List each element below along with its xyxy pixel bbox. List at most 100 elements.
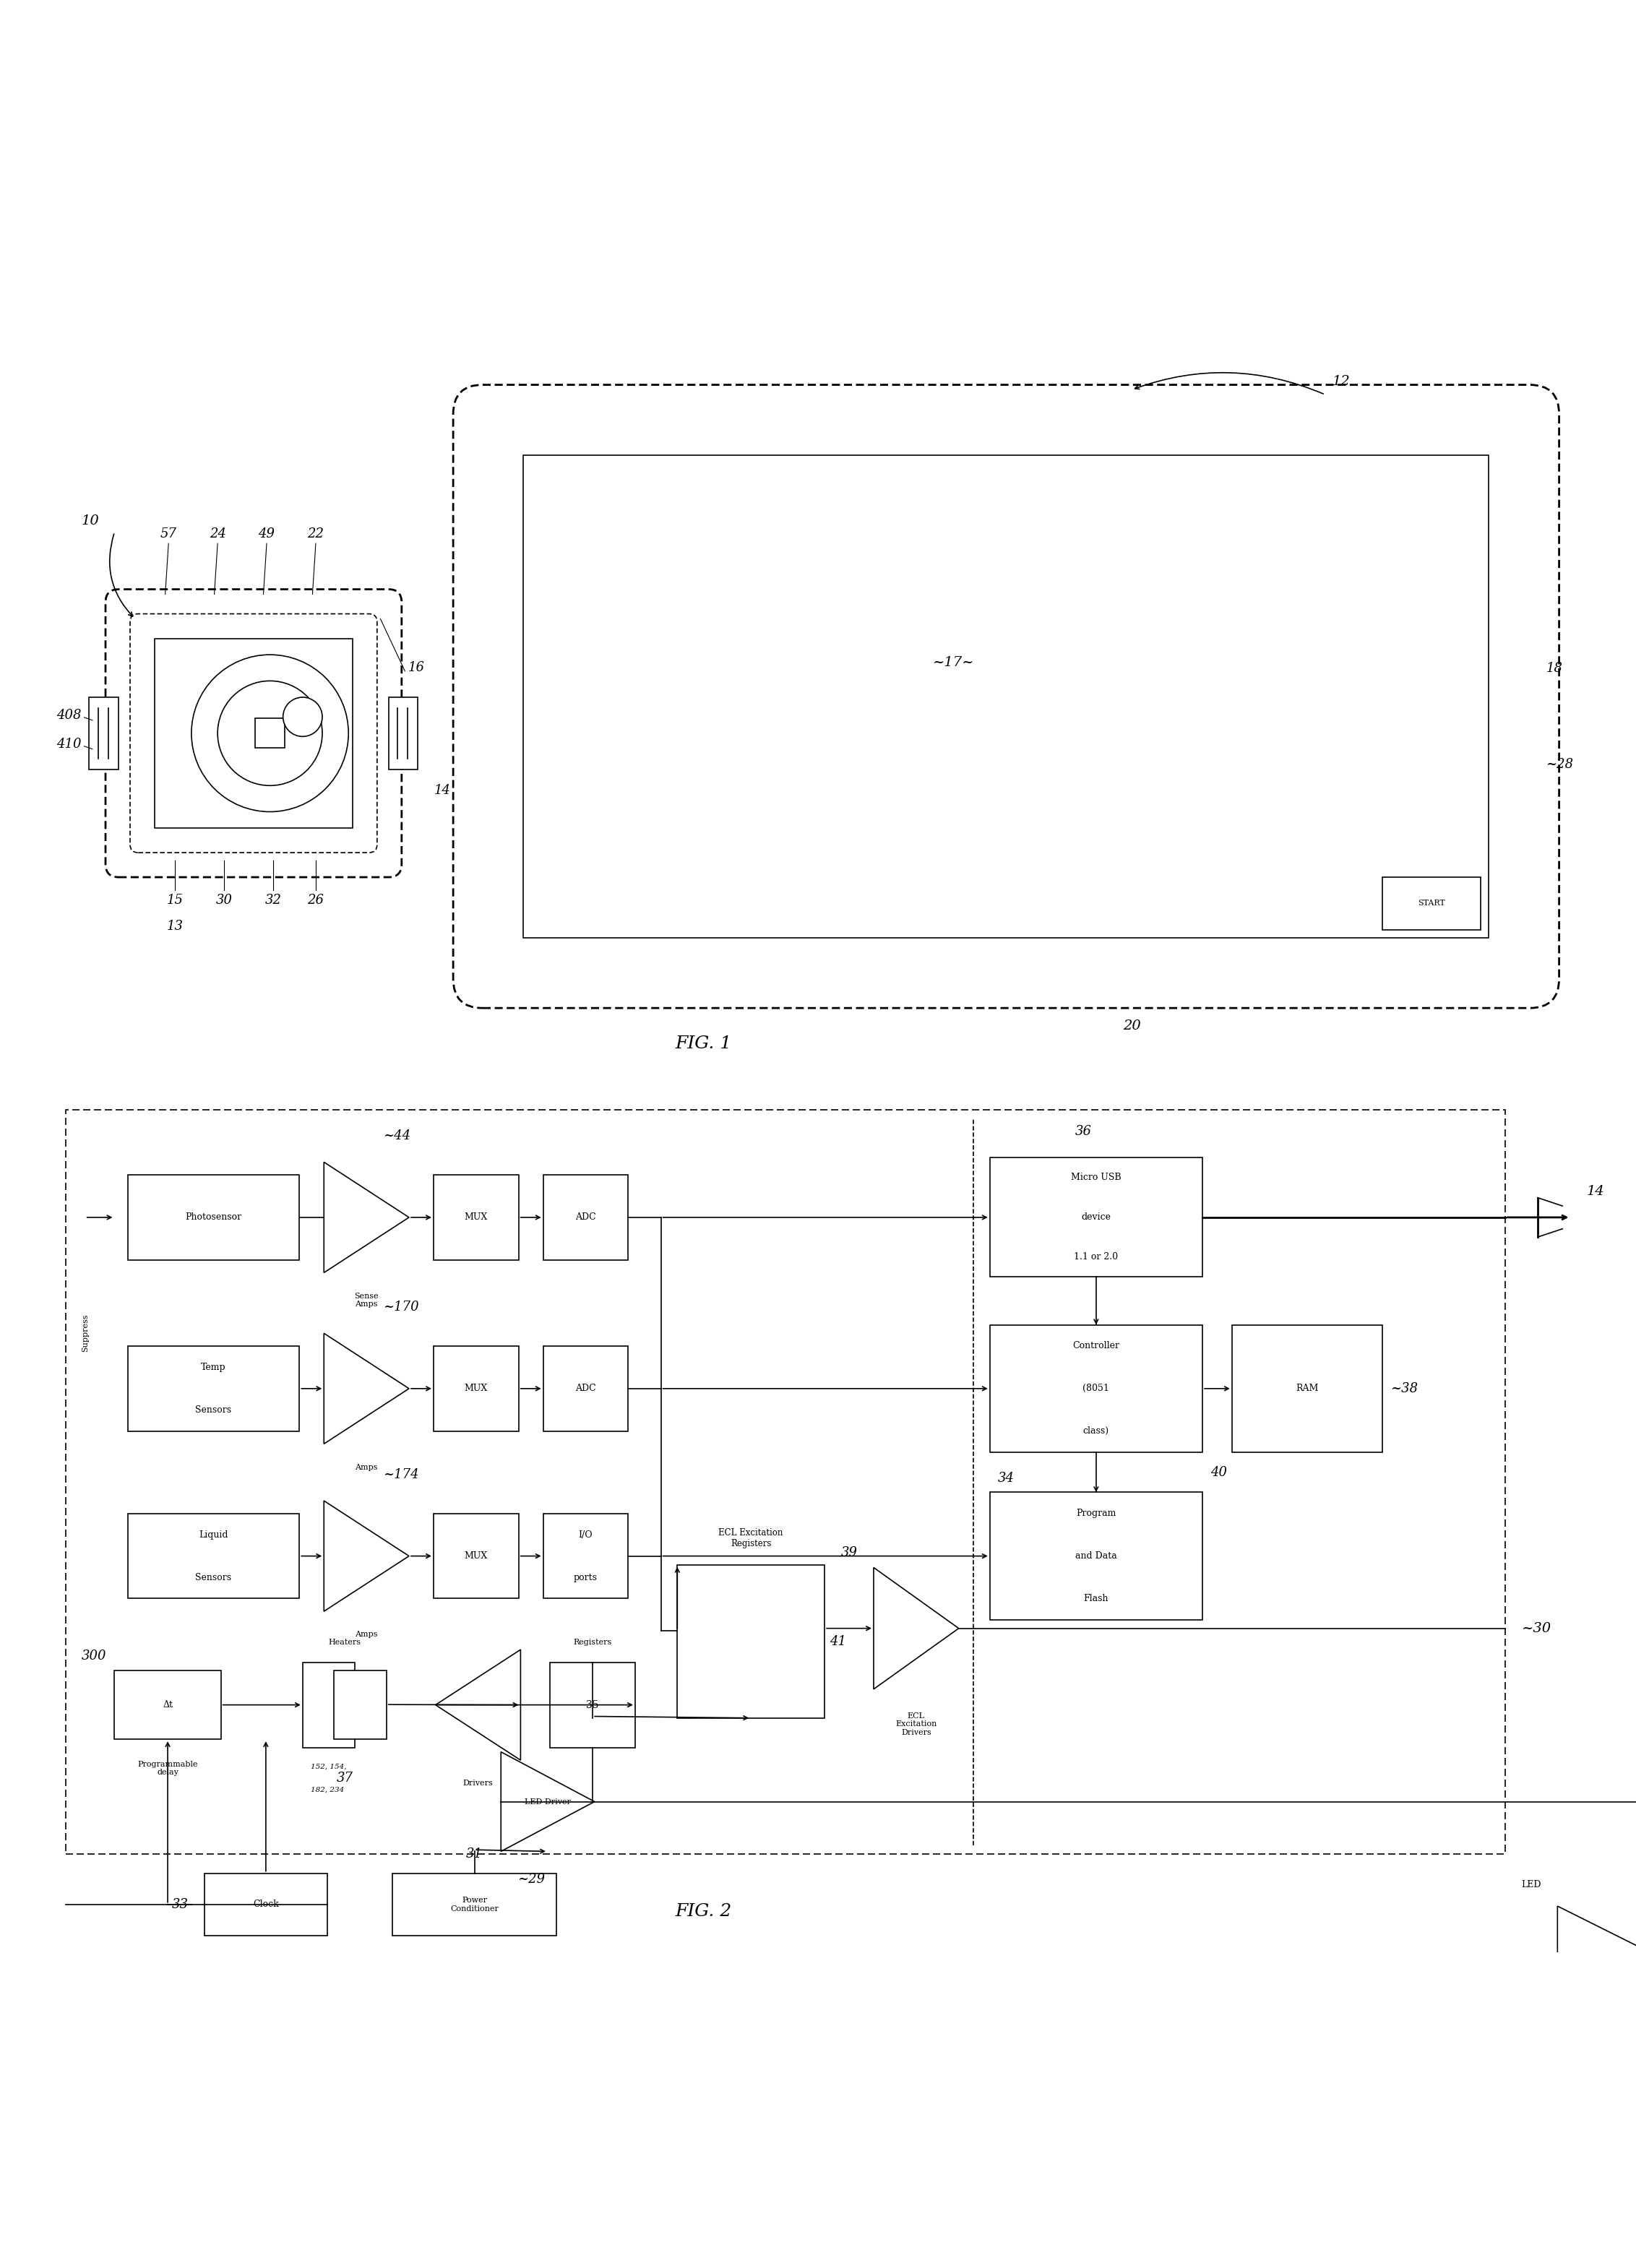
Text: device: device	[1081, 1213, 1111, 1222]
Text: Liquid: Liquid	[200, 1531, 227, 1540]
Text: ~44: ~44	[383, 1129, 411, 1143]
Circle shape	[191, 655, 348, 812]
Text: 14: 14	[435, 785, 452, 796]
Bar	[543, 1345, 628, 1431]
Text: Clock: Clock	[254, 1901, 278, 1910]
Text: ~17~: ~17~	[933, 655, 975, 669]
Text: 40: 40	[1211, 1465, 1227, 1479]
Text: 13: 13	[167, 921, 183, 932]
Bar	[990, 1325, 1202, 1452]
Text: Programmable
delay: Programmable delay	[137, 1760, 198, 1776]
Text: Flash: Flash	[1083, 1594, 1109, 1603]
Text: 35: 35	[586, 1699, 599, 1710]
Text: 408: 408	[56, 708, 80, 721]
Text: 31: 31	[466, 1848, 483, 1860]
FancyBboxPatch shape	[453, 386, 1559, 1007]
Text: Controller: Controller	[1073, 1340, 1119, 1352]
Text: 49: 49	[258, 526, 275, 540]
Bar	[128, 1513, 299, 1599]
Text: MUX: MUX	[465, 1383, 488, 1393]
Text: ~170: ~170	[383, 1300, 419, 1313]
Text: Registers: Registers	[573, 1640, 612, 1647]
Bar	[154, 637, 353, 828]
Text: MUX: MUX	[465, 1551, 488, 1560]
Text: ADC: ADC	[576, 1213, 596, 1222]
Text: ECL Excitation
Registers: ECL Excitation Registers	[718, 1529, 784, 1549]
Bar	[334, 1669, 386, 1740]
Text: 14: 14	[1587, 1184, 1605, 1198]
Bar	[524, 456, 1489, 937]
Text: Photosensor: Photosensor	[185, 1213, 242, 1222]
Bar	[128, 1345, 299, 1431]
Text: Amps: Amps	[355, 1463, 378, 1470]
Text: 15: 15	[167, 894, 183, 907]
Text: FIG. 1: FIG. 1	[676, 1036, 731, 1052]
Text: 152, 154,: 152, 154,	[311, 1765, 347, 1771]
Polygon shape	[435, 1649, 520, 1760]
Bar	[255, 719, 285, 748]
Text: ~38: ~38	[1391, 1381, 1418, 1395]
Text: MUX: MUX	[465, 1213, 488, 1222]
FancyBboxPatch shape	[105, 590, 402, 878]
Polygon shape	[324, 1334, 409, 1445]
Text: Micro USB: Micro USB	[1072, 1173, 1121, 1182]
Text: Drivers: Drivers	[463, 1780, 492, 1787]
Text: class): class)	[1083, 1427, 1109, 1436]
FancyBboxPatch shape	[129, 615, 376, 853]
Text: Sensors: Sensors	[195, 1572, 232, 1583]
Text: 20: 20	[1122, 1021, 1140, 1032]
Bar	[393, 1873, 556, 1935]
Bar	[388, 696, 419, 769]
Text: Δt: Δt	[162, 1701, 173, 1710]
Text: RAM: RAM	[1296, 1383, 1319, 1393]
Text: 18: 18	[1546, 662, 1562, 674]
Bar	[677, 1565, 825, 1717]
Bar	[543, 1513, 628, 1599]
Bar	[990, 1159, 1202, 1277]
Bar	[88, 696, 118, 769]
Text: and Data: and Data	[1075, 1551, 1117, 1560]
Text: 12: 12	[1333, 374, 1350, 388]
Text: START: START	[1418, 900, 1445, 907]
Text: Suppress: Suppress	[82, 1313, 88, 1352]
Text: 39: 39	[841, 1547, 857, 1560]
Text: ADC: ADC	[576, 1383, 596, 1393]
Text: Heaters: Heaters	[329, 1640, 362, 1647]
Text: 1.1 or 2.0: 1.1 or 2.0	[1075, 1252, 1117, 1261]
Text: 57: 57	[160, 526, 177, 540]
Text: ECL
Excitation
Drivers: ECL Excitation Drivers	[895, 1712, 937, 1735]
Text: Temp: Temp	[201, 1363, 226, 1372]
Text: (8051: (8051	[1083, 1383, 1109, 1393]
Text: 182, 234: 182, 234	[311, 1787, 344, 1794]
Text: I/O: I/O	[579, 1531, 592, 1540]
Polygon shape	[324, 1161, 409, 1272]
Bar	[434, 1513, 519, 1599]
Text: Program: Program	[1076, 1508, 1116, 1517]
Text: Sense
Amps: Sense Amps	[355, 1293, 378, 1309]
Circle shape	[283, 696, 322, 737]
Bar	[1382, 878, 1481, 930]
Text: 22: 22	[308, 526, 324, 540]
Bar	[128, 1175, 299, 1261]
Text: 26: 26	[308, 894, 324, 907]
Text: 41: 41	[829, 1635, 846, 1649]
Text: ~174: ~174	[383, 1467, 419, 1481]
Bar	[1232, 1325, 1382, 1452]
Text: 33: 33	[172, 1898, 188, 1912]
Bar	[434, 1345, 519, 1431]
Text: 34: 34	[998, 1472, 1014, 1486]
Text: ~28: ~28	[1546, 758, 1574, 771]
Bar	[303, 1662, 355, 1746]
Text: Power
Conditioner: Power Conditioner	[450, 1896, 499, 1912]
Text: FIG. 2: FIG. 2	[676, 1903, 731, 1919]
Circle shape	[218, 680, 322, 785]
Bar	[990, 1492, 1202, 1619]
Polygon shape	[324, 1501, 409, 1610]
Text: 32: 32	[265, 894, 281, 907]
Bar	[434, 1175, 519, 1261]
Polygon shape	[874, 1567, 959, 1690]
Bar	[543, 1175, 628, 1261]
Polygon shape	[501, 1751, 594, 1851]
Text: 10: 10	[82, 515, 98, 526]
Bar	[115, 1672, 221, 1740]
